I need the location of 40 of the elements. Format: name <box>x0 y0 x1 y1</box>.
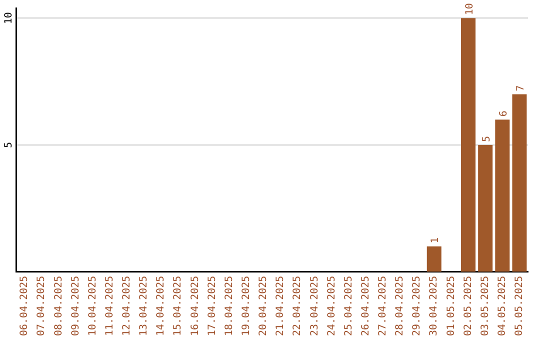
bar <box>478 144 493 272</box>
x-tick-label: 11.04.2025 <box>104 276 116 336</box>
x-tick-label: 16.04.2025 <box>190 276 201 336</box>
bar <box>495 120 510 272</box>
data-label: 1 <box>430 237 442 244</box>
x-tick-label: 21.04.2025 <box>275 276 286 336</box>
x-tick-label: 03.05.2025 <box>480 276 491 336</box>
x-tick-label: 07.04.2025 <box>36 276 48 336</box>
bar <box>426 246 442 272</box>
x-tick-label: 10.04.2025 <box>87 276 98 336</box>
x-tick-label: 22.04.2025 <box>292 276 304 336</box>
x-tick-label: 24.04.2025 <box>326 276 338 336</box>
data-label: 7 <box>515 85 526 92</box>
x-tick-label: 26.04.2025 <box>360 276 372 336</box>
data-label: 10 <box>464 3 476 16</box>
x-tick-label: 01.05.2025 <box>446 276 457 336</box>
x-tick-label: 23.04.2025 <box>309 276 320 336</box>
x-tick-label: 08.04.2025 <box>53 276 64 336</box>
x-tick-label: 27.04.2025 <box>378 276 389 336</box>
bar <box>461 18 476 272</box>
x-tick-label: 06.04.2025 <box>19 276 30 336</box>
data-label: 5 <box>481 136 492 142</box>
x-tick-label: 29.04.2025 <box>412 276 423 336</box>
x-tick-label: 09.04.2025 <box>70 276 82 336</box>
x-tick-label: 18.04.2025 <box>224 276 235 336</box>
x-tick-label: 05.05.2025 <box>514 276 526 336</box>
x-tick-label: 20.04.2025 <box>258 276 270 336</box>
data-label: 6 <box>498 110 510 117</box>
x-tick-label: 19.04.2025 <box>240 276 252 336</box>
x-tick-label: 12.04.2025 <box>122 276 133 336</box>
x-tick-label: 02.05.2025 <box>462 276 474 336</box>
x-tick-label: 14.04.2025 <box>156 276 167 336</box>
x-tick-label: 25.04.2025 <box>343 276 354 336</box>
x-tick-label: 13.04.2025 <box>138 276 150 336</box>
x-tick-label: 17.04.2025 <box>206 276 218 336</box>
bar <box>512 94 527 272</box>
x-tick-label: 04.05.2025 <box>496 276 508 336</box>
x-tick-label: 15.04.2025 <box>172 276 184 336</box>
x-tick-label: 28.04.2025 <box>394 276 406 336</box>
x-tick-label: 30.04.2025 <box>428 276 440 336</box>
